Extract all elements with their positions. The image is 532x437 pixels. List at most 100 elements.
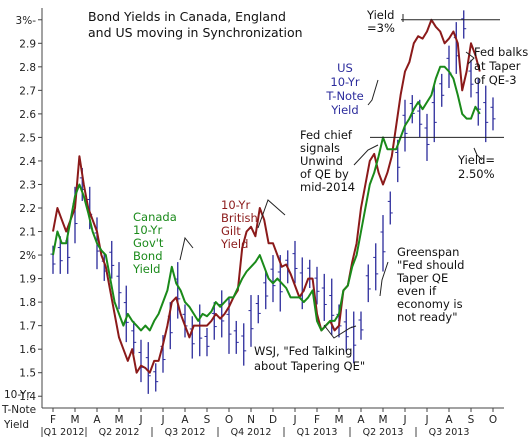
us-label-line: US: [337, 61, 353, 75]
fed-chief-callout-line: [353, 144, 379, 166]
x-quarter-label: Q4 2012: [231, 427, 272, 437]
canada-label-line: 10-Yr: [133, 223, 162, 237]
y-axis-title-line-3: Yield: [3, 419, 29, 431]
us-label-line: Yield: [330, 103, 358, 117]
wsj-callout-line: [323, 324, 357, 339]
x-month-label: O: [225, 414, 233, 426]
canada-label-line: Gov't: [133, 236, 164, 250]
canada-label-line: Bond: [133, 249, 163, 263]
yield-250-annotation: Yield=2.50%: [457, 153, 495, 181]
fed-balks-line: at Taper: [474, 59, 521, 73]
y-tick-label: 2.5: [19, 132, 36, 144]
series-layer: [50, 10, 496, 394]
x-month-label: O: [489, 414, 497, 426]
y-axis-title-line-1: 10-Yr: [4, 389, 31, 401]
y-tick-label: 2.4: [19, 156, 36, 168]
x-month-label: J: [424, 414, 428, 426]
yield-3pct-annotation: Yield=3%: [366, 8, 395, 35]
x-month-label: F: [50, 414, 56, 426]
x-month-label: S: [204, 414, 211, 426]
x-month-label: J: [160, 414, 164, 426]
gilt-label-line: British: [221, 211, 258, 225]
y-tick-label: 1.6: [19, 344, 36, 356]
reference-lines: [370, 19, 504, 138]
x-month-label: A: [181, 414, 189, 426]
y-tick-label: 1.4: [19, 391, 36, 403]
y-tick-label: 2.9: [19, 38, 36, 50]
greenspan-line: economy is: [397, 297, 463, 311]
greenspan-line: "Fed should: [397, 258, 464, 272]
y-tick-label: 3%-: [16, 15, 37, 27]
canada-label-line: Yield: [132, 262, 160, 276]
gilt-label-line: 10-Yr: [221, 198, 250, 212]
fed-balks-callout-line: [465, 51, 475, 65]
x-month-label: M: [334, 414, 343, 426]
y-tick-label: 1.7: [19, 321, 36, 333]
y-tick-label: 2%: [19, 250, 36, 262]
yield-3-line: Yield: [366, 8, 394, 22]
yield-3-line: =3%: [367, 21, 395, 35]
y-tick-label: 2.2: [19, 203, 36, 215]
us-callout-line: [367, 79, 379, 106]
canada-callout-line: [179, 236, 194, 261]
chart-title-line-2: and US moving in Synchronization: [88, 25, 303, 40]
yield-250-callout-line: [473, 147, 483, 161]
greenspan-line: not ready": [397, 310, 457, 324]
x-month-label: D: [269, 414, 277, 426]
gilt-label-line: Yield: [220, 237, 248, 251]
wsj-line: WSJ, "Fed Talking: [254, 344, 353, 358]
greenspan-line: Greenspan: [397, 245, 459, 259]
x-month-label: M: [378, 414, 387, 426]
x-month-label: A: [93, 414, 101, 426]
x-month-label: J: [138, 414, 142, 426]
x-axis-ticks: F M A M J J A S O N D J F M A M J J A S O Q1 2012 Q2 2012 Q3 20…: [41, 408, 497, 437]
y-tick-label: 2.3: [19, 179, 36, 191]
canada-yield-line: [52, 65, 481, 332]
x-month-label: F: [314, 414, 320, 426]
gilt-label-line: Gilt: [221, 224, 241, 238]
x-month-label: J: [402, 414, 406, 426]
x-month-label: S: [468, 414, 475, 426]
gilt-callout-line: [257, 199, 286, 229]
x-month-label: A: [357, 414, 365, 426]
x-month-label: J: [292, 414, 296, 426]
yield-250-line: 2.50%: [458, 167, 495, 181]
us-label-line: T-Note: [325, 89, 363, 103]
us-label-line: 10-Yr: [330, 75, 359, 89]
x-quarter-label: Q1 2012: [44, 427, 85, 437]
fed-chief-line: mid-2014: [300, 180, 355, 194]
gilt-yield-line: [52, 18, 481, 374]
y-tick-label: 2.8: [19, 62, 36, 74]
y-axis-ticks: 1.4 1.5 1.6 1.7 1.8 1.9 2% 2.1 2.2 2.3 2.4 2.5 2.6 2.…: [16, 15, 42, 403]
fed-balks-line: Fed balks: [474, 45, 528, 59]
chart-title-line-1: Bond Yields in Canada, England: [88, 9, 286, 24]
fed-chief-line: Unwind: [300, 154, 343, 168]
greenspan-line: Taper QE: [396, 271, 448, 285]
x-quarter-label: Q1 2013: [297, 427, 338, 437]
x-month-label: M: [70, 414, 79, 426]
x-quarter-label: Q2 2012: [99, 427, 140, 437]
greenspan-line: even if: [397, 284, 437, 298]
yield-250-line: Yield=: [457, 153, 495, 167]
x-month-label: A: [445, 414, 453, 426]
x-quarter-label: Q3 2012: [165, 427, 206, 437]
y-tick-label: 1.9: [19, 274, 36, 286]
y-axis-title: 10-Yr T-Note Yield: [1, 389, 39, 431]
fed-chief-line: Fed chief: [300, 128, 353, 142]
x-month-label: M: [114, 414, 123, 426]
y-tick-label: 2.1: [19, 227, 36, 239]
y-tick-label: 2.6: [19, 109, 36, 121]
greenspan-callout-line: [379, 261, 389, 297]
fed-chief-line: signals: [300, 141, 340, 155]
x-month-label: N: [247, 414, 255, 426]
y-tick-label: 1.8: [19, 297, 36, 309]
chart-title: Bond Yields in Canada, England and US mo…: [88, 9, 303, 40]
y-tick-label: 1.5: [19, 368, 36, 380]
